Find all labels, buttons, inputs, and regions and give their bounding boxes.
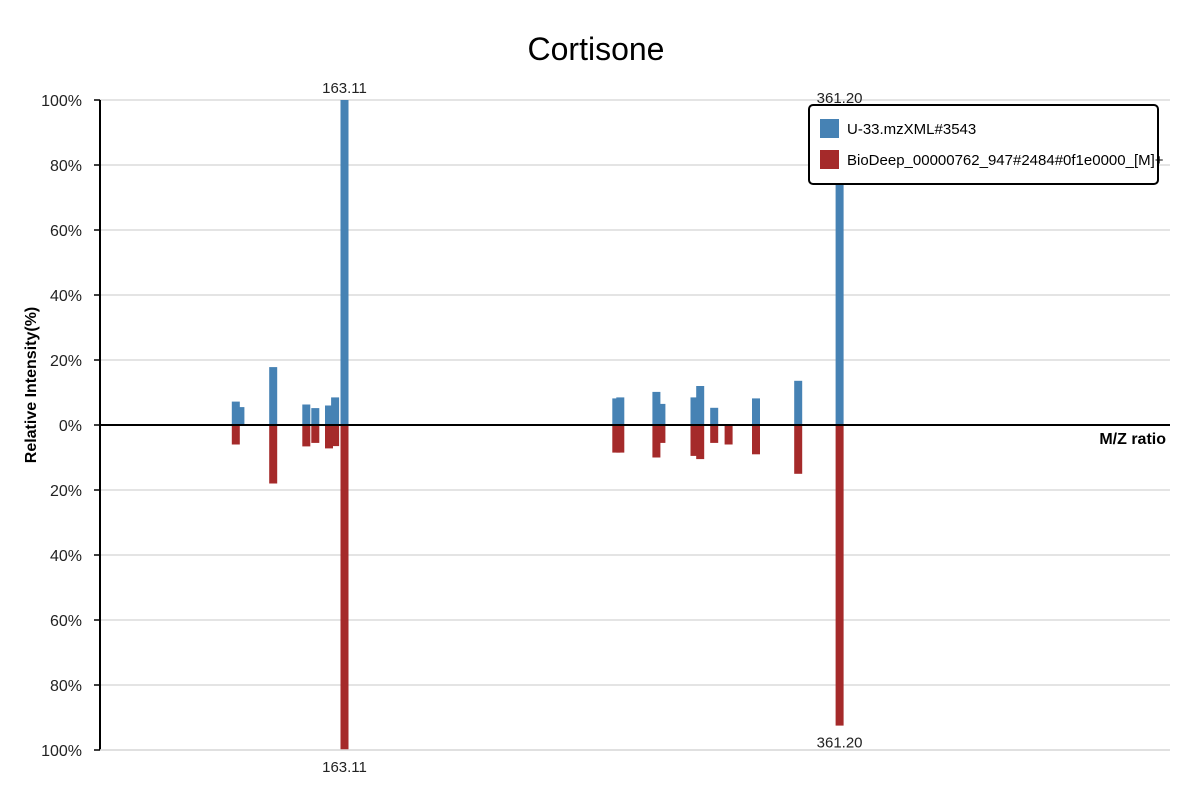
y-tick-label: 80% [50,678,82,695]
reference-peak-bar [325,425,333,449]
x-axis-title: M/Z ratio [1099,431,1166,448]
reference-peak-bar [231,425,240,445]
reference-peak-bar [835,425,844,726]
y-axis-title: Relative Intensity(%) [23,307,40,463]
bars-layer [231,100,844,750]
y-tick-label: 0% [59,418,82,435]
legend-swatch-reference [820,150,839,169]
axes-layer [99,100,1170,751]
query-peak-bar [325,405,333,425]
reference-peak-bar [269,425,278,484]
reference-peak-bar [311,425,320,443]
legend: U-33.mzXML#3543 BioDeep_00000762_947#248… [808,104,1164,185]
query-peak-bar [331,397,340,425]
reference-peak-bar [331,425,340,447]
y-tick-label: 20% [50,353,82,370]
query-peak-bar [657,403,666,425]
peak-labels-layer: 163.11 163.11 361.20 361.20 [322,80,862,776]
query-peak-bar [752,398,760,425]
peak-label-bottom: 163.11 [322,759,367,776]
legend-box [808,104,1159,185]
query-peak-bar [269,367,278,425]
query-peak-bar [794,380,803,425]
peak-label-top: 361.20 [817,90,863,107]
query-peak-bar [340,100,349,425]
legend-label-query: U-33.mzXML#3543 [847,121,976,138]
query-peak-bar [835,161,844,426]
reference-peak-bar [302,425,311,447]
y-tick-label: 40% [50,548,82,565]
reference-peak-bar [652,425,661,458]
query-peak-bar [236,407,245,425]
query-peak-bar [652,391,661,425]
query-peak-bar [696,386,705,425]
query-peak-bar [690,397,699,425]
reference-peak-bar [710,425,719,443]
reference-peak-bar [690,425,699,456]
query-peak-bar [302,404,311,425]
legend-label-reference: BioDeep_00000762_947#2484#0f1e0000_[M]+ [847,152,1164,169]
y-tick-label: 60% [50,613,82,630]
peak-label-top: 163.11 [322,80,367,97]
peak-label-bottom: 361.20 [817,735,863,752]
y-tick-label: 100% [41,93,82,110]
query-peak-bar [231,401,240,425]
y-tick-label: 20% [50,483,82,500]
y-tick-label: 80% [50,158,82,175]
query-peak-bar [710,407,719,425]
legend-swatch-query [820,119,839,138]
reference-peak-bar [752,425,760,455]
y-tick-label: 40% [50,288,82,305]
y-tick-label: 100% [41,743,82,760]
ticks-layer: 100% 80% 60% 40% 20% 0% 20% 40% 60% 80% 100% [41,93,100,760]
query-peak-bar [616,397,625,425]
reference-peak-bar [340,425,349,750]
reference-peak-bar [657,425,666,443]
reference-peak-bar [724,425,733,445]
y-tick-label: 60% [50,223,82,240]
reference-peak-bar [616,425,625,453]
reference-peak-bar [794,425,803,474]
query-peak-bar [311,408,320,425]
reference-peak-bar [696,425,705,460]
chart-title: Cortisone [528,31,665,67]
